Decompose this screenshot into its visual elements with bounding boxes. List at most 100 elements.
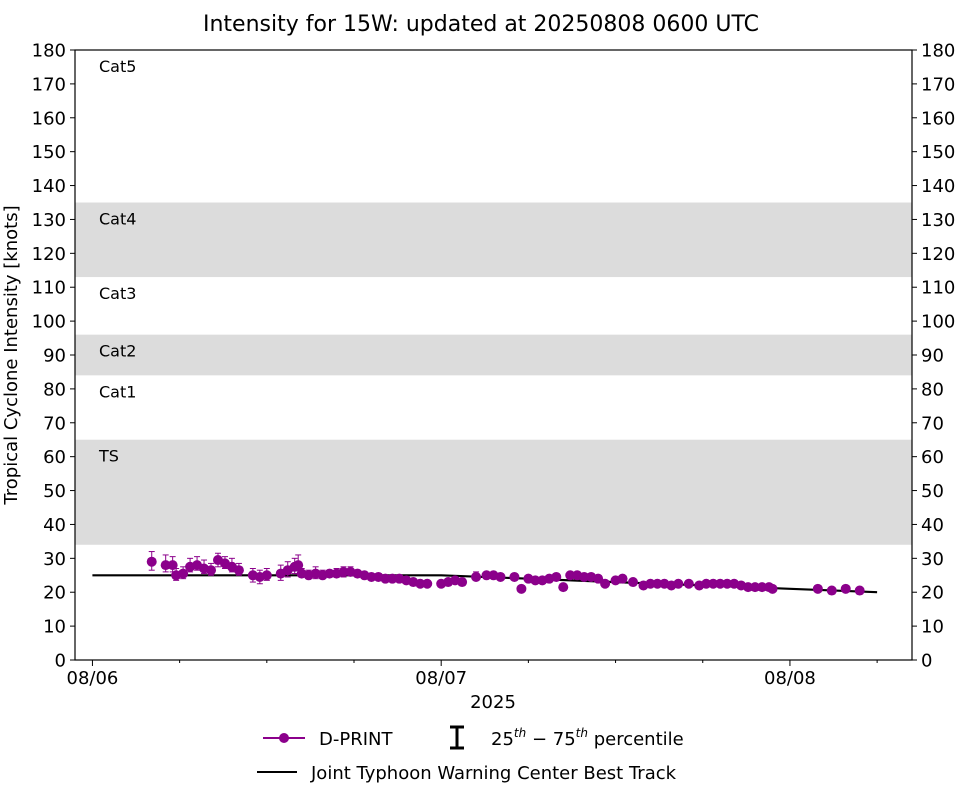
y-axis-label: Tropical Cyclone Intensity [knots]: [1, 205, 22, 505]
dprint-point: [757, 582, 768, 593]
y-tick-label-left: 100: [32, 312, 66, 333]
dprint-point: [457, 577, 468, 588]
y-tick-label-left: 90: [43, 346, 66, 367]
legend-percentile-icon: [450, 725, 464, 750]
band-label-cat4: Cat4: [99, 210, 136, 229]
dprint-point: [206, 565, 217, 576]
band-label-cat2: Cat2: [99, 342, 136, 361]
y-tick-label-right: 40: [921, 515, 944, 536]
dprint-point: [701, 578, 712, 589]
y-tick-label-left: 110: [32, 278, 66, 299]
dprint-point: [708, 578, 719, 589]
dprint-point: [366, 571, 377, 582]
dprint-point: [826, 585, 837, 596]
band-cat4: [75, 202, 912, 278]
y-tick-label-left: 180: [32, 41, 66, 62]
legend: D-PRINT 25th − 75th percentile Joint Typ…: [257, 725, 684, 784]
legend-percentile-label: 25th − 75th percentile: [491, 726, 684, 750]
y-tick-label-left: 40: [43, 515, 66, 536]
band-label-cat5: Cat5: [99, 57, 136, 76]
y-tick-label-right: 80: [921, 379, 944, 400]
y-tick-label-right: 110: [921, 278, 955, 299]
band-label-ts: TS: [98, 447, 119, 466]
y-tick-label-left: 10: [43, 617, 66, 638]
y-axis-left: 0 10 20 30 40 50 60 70 80 90 100 110 120 130 140 150 160…: [32, 41, 75, 672]
dprint-point: [722, 578, 733, 589]
y-tick-label-left: 30: [43, 549, 66, 570]
y-tick-label-left: 60: [43, 447, 66, 468]
y-tick-label-right: 70: [921, 413, 944, 434]
dprint-point: [683, 578, 694, 589]
band-label-cat1: Cat1: [99, 382, 136, 401]
y-tick-label-right: 30: [921, 549, 944, 570]
y-tick-label-right: 50: [921, 481, 944, 502]
dprint-point: [579, 571, 590, 582]
dprint-point: [593, 573, 604, 584]
y-tick-label-left: 160: [32, 108, 66, 129]
dprint-point: [495, 571, 506, 582]
y-tick-label-right: 10: [921, 617, 944, 638]
dprint-point: [673, 578, 684, 589]
y-tick-label-left: 170: [32, 74, 66, 95]
dprint-point: [767, 583, 778, 594]
dprint-point: [628, 577, 638, 588]
dprint-point: [600, 578, 611, 589]
band-cat2: [75, 334, 912, 376]
y-tick-label-right: 130: [921, 210, 955, 231]
dprint-point: [750, 582, 761, 593]
y-tick-label-right: 160: [921, 108, 955, 129]
dprint-point: [509, 571, 520, 582]
y-tick-label-right: 180: [921, 41, 955, 62]
x-axis-label: 2025: [470, 692, 516, 713]
y-tick-label-right: 90: [921, 346, 944, 367]
x-axis: 08/06 08/07 08/08: [67, 660, 878, 689]
dprint-point: [261, 570, 272, 581]
y-tick-label-left: 150: [32, 142, 66, 163]
dprint-point: [178, 568, 189, 579]
dprint-point: [415, 578, 426, 589]
x-tick-label: 08/07: [415, 668, 467, 689]
dprint-point: [422, 578, 433, 589]
y-tick-label-right: 150: [921, 142, 955, 163]
dprint-point: [516, 583, 527, 594]
dprint-point: [167, 560, 178, 571]
dprint-point: [840, 583, 851, 594]
legend-dprint-label: D-PRINT: [319, 729, 393, 750]
y-axis-right: 0 10 20 30 40 50 60 70 80 90 100 110 120 130 140 150 160…: [912, 41, 955, 672]
y-tick-label-left: 130: [32, 210, 66, 231]
dprint-point: [558, 582, 569, 593]
y-tick-label-right: 120: [921, 244, 955, 265]
legend-dprint-marker: [279, 733, 289, 743]
y-tick-label-left: 20: [43, 583, 66, 604]
dprint-point: [146, 556, 157, 567]
dprint-point: [743, 582, 754, 593]
dprint-point: [380, 573, 391, 584]
x-tick-label: 08/08: [764, 668, 816, 689]
dprint-point: [645, 578, 656, 589]
y-tick-label-right: 170: [921, 74, 955, 95]
y-tick-label-left: 50: [43, 481, 66, 502]
x-tick-label: 08/06: [67, 668, 119, 689]
band-ts: [75, 439, 912, 545]
dprint-point: [551, 571, 562, 582]
category-labels: TS Cat1 Cat2 Cat3 Cat4 Cat5: [98, 57, 136, 466]
y-tick-label-right: 60: [921, 447, 944, 468]
dprint-point: [481, 570, 492, 581]
category-bands: [75, 202, 912, 545]
chart-title: Intensity for 15W: updated at 20250808 0…: [203, 12, 759, 37]
y-tick-label-left: 70: [43, 413, 66, 434]
dprint-point: [652, 578, 663, 589]
y-tick-label-left: 0: [55, 651, 66, 672]
dprint-point: [565, 570, 576, 581]
dprint-point: [160, 560, 171, 571]
band-label-cat3: Cat3: [99, 284, 136, 303]
y-tick-label-left: 140: [32, 176, 66, 197]
dprint-point: [617, 573, 628, 584]
dprint-series: [146, 551, 865, 596]
dprint-point: [471, 571, 482, 582]
dprint-point: [293, 560, 304, 571]
y-tick-label-right: 100: [921, 312, 955, 333]
y-tick-label-right: 20: [921, 583, 944, 604]
dprint-point: [854, 585, 865, 596]
